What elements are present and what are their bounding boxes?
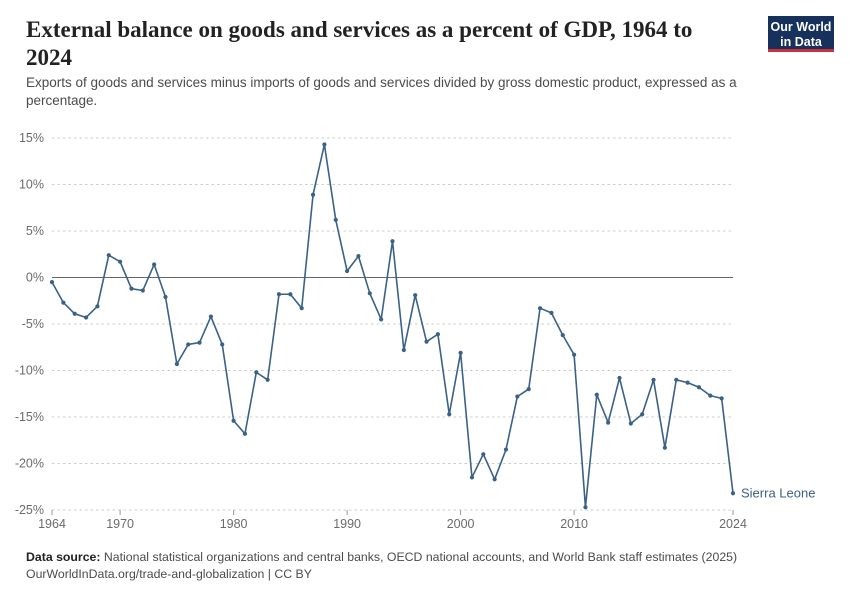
svg-text:-10%: -10%	[15, 364, 44, 378]
svg-text:Sierra Leone: Sierra Leone	[741, 485, 815, 500]
svg-text:1990: 1990	[333, 517, 361, 531]
svg-text:-5%: -5%	[22, 317, 44, 331]
svg-text:10%: 10%	[19, 178, 44, 192]
svg-text:-20%: -20%	[15, 457, 44, 471]
svg-text:-25%: -25%	[15, 503, 44, 517]
svg-text:1964: 1964	[38, 517, 66, 531]
svg-text:5%: 5%	[26, 224, 44, 238]
svg-text:2024: 2024	[719, 517, 747, 531]
svg-text:-15%: -15%	[15, 410, 44, 424]
svg-text:1970: 1970	[106, 517, 134, 531]
svg-text:15%: 15%	[19, 131, 44, 145]
svg-text:0%: 0%	[26, 271, 44, 285]
svg-text:2000: 2000	[447, 517, 475, 531]
svg-text:2010: 2010	[560, 517, 588, 531]
svg-text:1980: 1980	[220, 517, 248, 531]
